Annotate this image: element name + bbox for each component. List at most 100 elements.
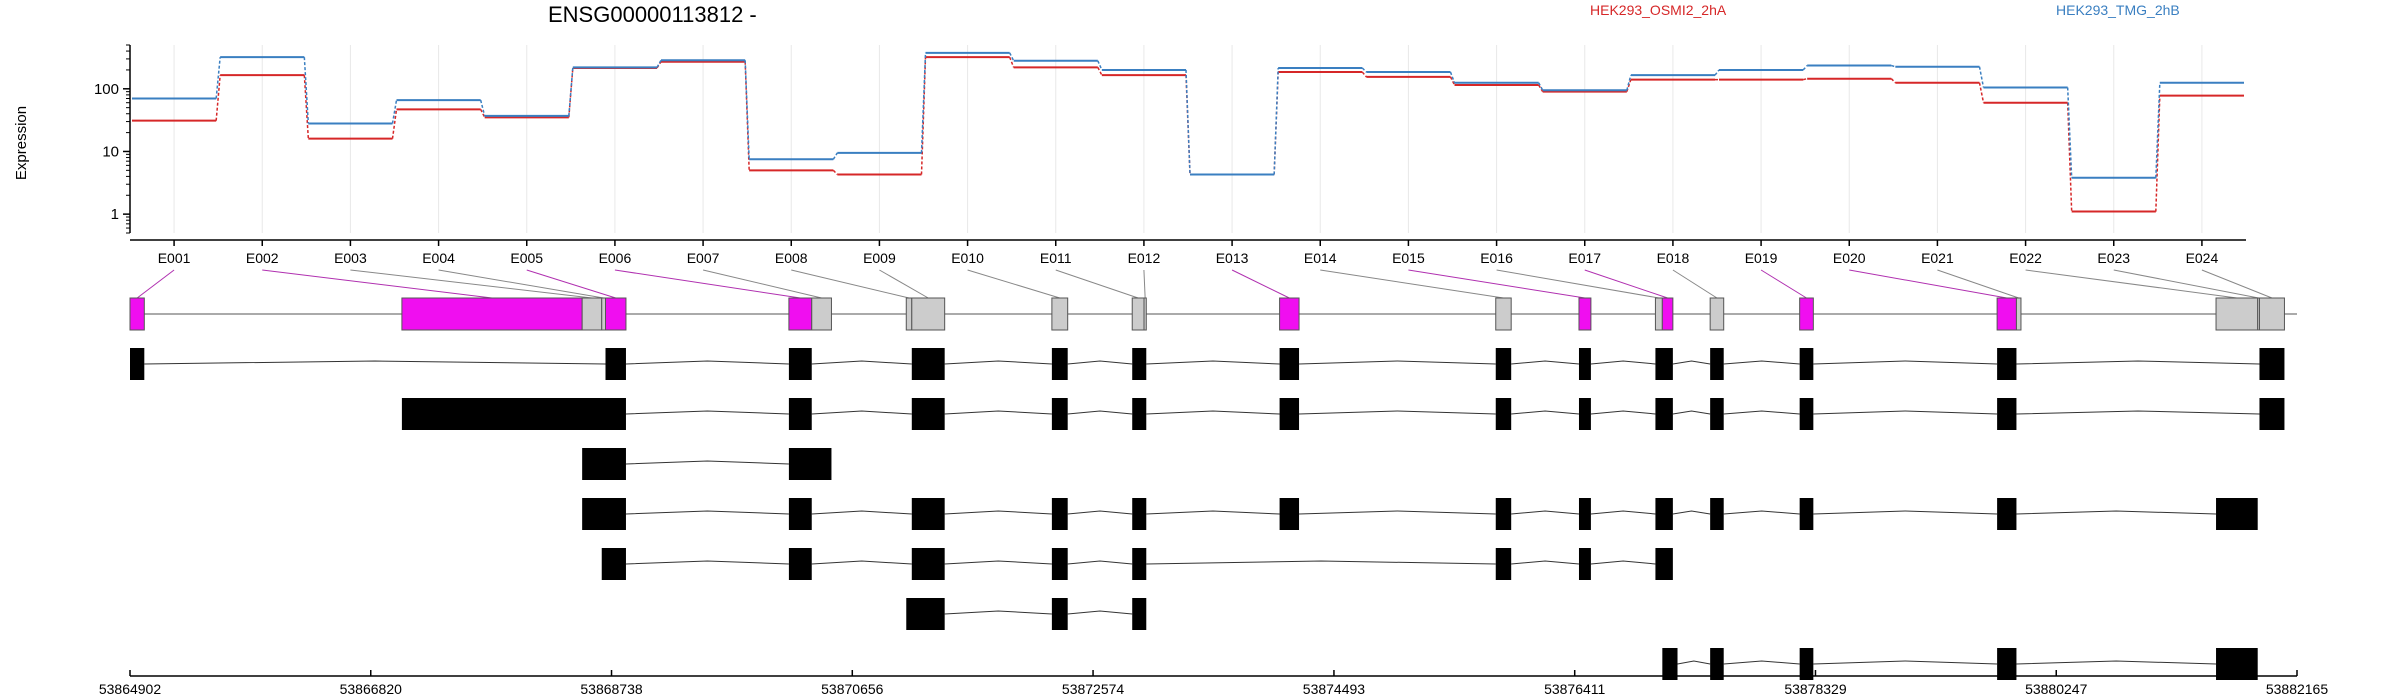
- transcript-4-exon-6: [1495, 498, 1512, 530]
- transcript-2-intron-1: [811, 410, 912, 415]
- series-1-step-E002: [303, 57, 310, 124]
- transcript-1-intron-3: [944, 360, 1052, 365]
- connector-14: [1408, 269, 1586, 299]
- connector-7: [791, 269, 910, 299]
- transcript-2-intron-8: [1672, 410, 1711, 415]
- transcript-4-intron-5: [1299, 510, 1496, 515]
- series-1-step-E023: [2155, 82, 2161, 178]
- transcript-5-exon-4: [1132, 548, 1147, 580]
- transcript-1-exon-4: [1051, 348, 1068, 380]
- transcript-2-intron-5: [1299, 410, 1496, 415]
- exon-label-E001: E001: [158, 250, 191, 266]
- exon-label-E010: E010: [951, 250, 984, 266]
- transcript-7-exon-2: [1799, 648, 1814, 680]
- transcript-1-exon-12: [1997, 348, 2017, 380]
- transcript-2-intron-4: [1146, 410, 1280, 415]
- transcript-2-intron-3: [1067, 410, 1133, 415]
- transcript-4-intron-7: [1590, 510, 1656, 515]
- exon-label-E003: E003: [334, 250, 367, 266]
- chart-title: ENSG00000113812 -: [548, 2, 757, 27]
- transcript-5-exon-5: [1495, 548, 1512, 580]
- transcript-4-intron-3: [1067, 510, 1133, 515]
- gene-model-exon-9: [1051, 297, 1069, 331]
- transcript-5-exon-3: [1051, 548, 1068, 580]
- series-1-step-E015: [1449, 71, 1456, 83]
- exon-label-E011: E011: [1040, 250, 1072, 266]
- gene-model-exon-16: [1661, 297, 1674, 331]
- transcript-5-intron-2: [944, 560, 1052, 565]
- transcript-5-intron-6: [1590, 560, 1656, 565]
- series-HEK293_TMG_2hB: [132, 51, 2244, 179]
- transcript-7-exon-3: [1997, 648, 2017, 680]
- connector-23: [2201, 269, 2273, 299]
- transcript-3: [582, 448, 832, 480]
- transcript-2-intron-7: [1590, 410, 1656, 415]
- transcript-6-exon-0: [906, 598, 945, 630]
- transcript-4-exon-1: [788, 498, 812, 530]
- gene-model-exon-15: [1654, 297, 1663, 331]
- gene-model-exon-6: [811, 297, 832, 331]
- legend-series-tmg: HEK293_TMG_2hB: [2056, 2, 2180, 18]
- series-1-step-E016: [1538, 82, 1544, 91]
- gene-model-exon-10: [1131, 297, 1145, 331]
- transcript-7-intron-2: [1813, 660, 1998, 665]
- exon-label-E023: E023: [2097, 250, 2130, 266]
- exon-connectors: [136, 269, 2273, 299]
- exon-label-E009: E009: [863, 250, 896, 266]
- series-1-step-E017: [1626, 74, 1632, 91]
- connector-16: [1584, 269, 1668, 299]
- transcript-7-exon-0: [1662, 648, 1678, 680]
- transcript-4-intron-0: [625, 510, 789, 515]
- exon-label-E012: E012: [1128, 250, 1161, 266]
- y-tick-label-2: 100: [94, 81, 119, 98]
- connector-2: [350, 269, 593, 299]
- gene-model-exon-23: [2258, 297, 2285, 331]
- transcript-7-exon-4: [2216, 648, 2258, 680]
- connector-3: [438, 269, 604, 299]
- connector-6: [702, 269, 822, 299]
- transcript-2-exon-8: [1655, 398, 1673, 430]
- transcript-4-intron-2: [944, 510, 1052, 515]
- transcript-7-exon-1: [1710, 648, 1724, 680]
- transcript-5-intron-3: [1067, 560, 1133, 565]
- y-axis-label: Expression: [13, 106, 30, 180]
- gene-model-exon-11: [1143, 297, 1147, 331]
- transcript-3-exon-1: [788, 448, 832, 480]
- series-HEK293_OSMI2_2hA: [132, 56, 2244, 213]
- genomic-tick-label-2: 53868738: [580, 681, 643, 697]
- exon-label-E004: E004: [422, 250, 455, 266]
- exon-label-E002: E002: [246, 250, 279, 266]
- exon-label-E022: E022: [2009, 250, 2042, 266]
- connector-11: [1143, 269, 1146, 299]
- connector-20: [1937, 269, 2019, 299]
- transcript-4-exon-3: [1051, 498, 1068, 530]
- gene-model-exon-7: [905, 297, 913, 331]
- exon-label-E019: E019: [1745, 250, 1778, 266]
- genomic-tick-label-8: 53880247: [2025, 681, 2088, 697]
- exon-label-E021: E021: [1921, 250, 1954, 266]
- gene-model-exon-2: [581, 297, 603, 331]
- series-0-step-E008: [832, 169, 838, 175]
- gene-model-exon-14: [1578, 297, 1592, 331]
- transcript-2-exon-6: [1495, 398, 1512, 430]
- exon-label-E020: E020: [1833, 250, 1866, 266]
- y-tick-label-0: 1: [111, 206, 119, 223]
- transcript-4-exon-10: [1799, 498, 1814, 530]
- transcript-2-intron-2: [944, 410, 1052, 415]
- transcript-1-intron-8: [1590, 360, 1656, 365]
- transcript-1-exon-0: [130, 348, 145, 380]
- series-0-step-E021: [1978, 82, 1985, 103]
- gene-model-exon-8: [911, 297, 946, 331]
- transcript-4-intron-11: [2016, 510, 2217, 515]
- transcript-1-exon-8: [1578, 348, 1591, 380]
- series-0-step-E020: [1890, 78, 1896, 84]
- connector-15: [1496, 269, 1659, 299]
- series-0-step-E019: [1802, 77, 1808, 81]
- transcript-3-exon-0: [582, 448, 626, 480]
- transcript-3-intron-0: [625, 460, 789, 465]
- series-1-step-E011: [1097, 60, 1103, 71]
- series-0-step-E011: [1097, 67, 1103, 76]
- transcript-4-exon-8: [1655, 498, 1673, 530]
- series-0-step-E004: [479, 109, 486, 118]
- connector-12: [1231, 269, 1290, 299]
